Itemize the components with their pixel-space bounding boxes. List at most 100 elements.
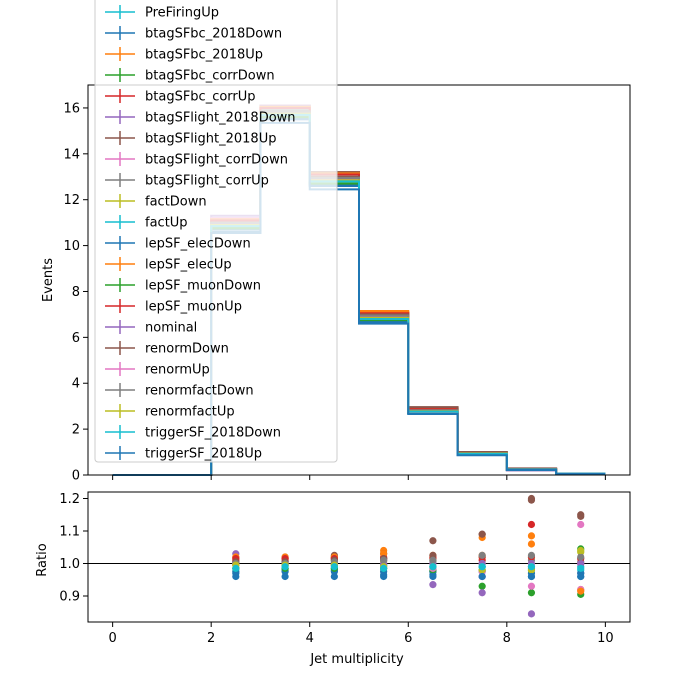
legend-label: PreFiringUp <box>145 6 219 21</box>
legend-label: btagSFlight_corrDown <box>145 153 288 168</box>
ratio-point-btagSFbc_corrDown <box>527 589 536 597</box>
ratio-point-renormUp <box>577 520 585 529</box>
main-y-tick-label: 8 <box>72 285 80 300</box>
legend: PreFiringUp btagSFbc_2018Down btagSFbc_201… <box>94 0 338 463</box>
main-x-ticks <box>112 475 606 480</box>
x-axis-label: Jet multiplicity <box>309 652 404 667</box>
ratio-point-lepSF_elecUp <box>577 587 585 595</box>
legend-label: lepSF_muonUp <box>145 300 242 315</box>
legend-item: btagSFlight_corrUp <box>105 173 269 189</box>
legend-item: lepSF_elecDown <box>105 236 251 252</box>
legend-label: btagSFlight_2018Down <box>145 111 296 126</box>
legend-item: factDown <box>105 194 207 210</box>
legend-item: triggerSF_2018Down <box>105 425 281 441</box>
ratio-x-tick-label: 8 <box>503 631 511 646</box>
ratio-y-tick-label: 0.9 <box>59 590 80 605</box>
legend-label: lepSF_muonDown <box>145 279 261 294</box>
ratio-point-triggerSF_2018Down <box>527 563 536 571</box>
legend-label: renormfactDown <box>145 384 254 399</box>
legend-label: renormDown <box>145 342 229 357</box>
ratio-point-btagSFbc_corrDown <box>478 582 486 590</box>
legend-label: triggerSF_2018Up <box>145 447 262 462</box>
ratio-axes-frame <box>87 491 631 623</box>
main-y-tick-label: 16 <box>63 101 80 116</box>
ratio-point-btagSFbc_corrUp <box>527 520 536 529</box>
ratio-x-tick-label: 4 <box>306 631 314 646</box>
main-y-tick-label: 12 <box>63 193 80 208</box>
ratio-point-triggerSF_2018Down <box>330 563 338 571</box>
legend-item: btagSFlight_2018Up <box>105 131 276 147</box>
legend-label: factDown <box>145 195 207 210</box>
legend-item: renormfactDown <box>105 383 254 399</box>
legend-item: btagSFbc_2018Down <box>105 26 282 42</box>
ratio-point-triggerSF_2018Down <box>281 563 289 571</box>
legend-label: btagSFbc_corrUp <box>145 90 256 105</box>
ratio-point-triggerSF_2018Up <box>232 572 240 581</box>
ratio-points-group <box>232 494 585 618</box>
main-y-tick-label: 4 <box>72 377 80 392</box>
ratio-y-ticks: 0.9 1.0 1.1 1.2 <box>59 492 88 605</box>
ratio-point-lepSF_elecUp <box>527 540 536 548</box>
ratio-y-tick-label: 1.1 <box>59 525 80 540</box>
ratio-point-triggerSF_2018Up <box>527 572 536 581</box>
ratio-point-triggerSF_2018Down <box>577 564 585 572</box>
ratio-point-triggerSF_2018Up <box>577 572 585 581</box>
legend-item: renormDown <box>105 341 229 357</box>
ratio-point-btagSFlight_corrDown <box>527 582 536 590</box>
legend-label: factUp <box>145 216 188 231</box>
ratio-point-renormfactDown <box>527 551 536 559</box>
legend-label: btagSFbc_2018Up <box>145 48 263 63</box>
legend-item: lepSF_elecUp <box>105 257 232 273</box>
ratio-point-btagSFlight_2018Down <box>429 581 437 589</box>
ratio-point-renormfactDown <box>429 556 437 564</box>
ratio-point-triggerSF_2018Up <box>281 572 289 581</box>
main-histogram-panel: 0 2 4 6 8 10 12 14 16 Events PreFiringUp btagSFbc… <box>41 0 631 484</box>
ratio-x-tick-label: 6 <box>404 631 412 646</box>
ratio-point-triggerSF_2018Down <box>478 563 486 571</box>
main-y-axis-label: Events <box>41 258 56 302</box>
ratio-y-tick-label: 1.2 <box>59 492 80 507</box>
ratio-x-tick-label: 0 <box>108 631 116 646</box>
legend-label: renormfactUp <box>145 405 235 420</box>
ratio-x-ticks: 0 2 4 6 8 10 <box>108 622 614 646</box>
legend-item: renormUp <box>105 362 210 378</box>
legend-item: PreFiringUp <box>105 5 219 21</box>
legend-item: btagSFbc_corrDown <box>105 68 275 84</box>
ratio-point-btagSFlight_2018Down <box>527 610 536 618</box>
ratio-point-renormfactUp <box>577 546 585 555</box>
ratio-point-btagSFbc_2018Up <box>527 532 536 540</box>
ratio-point-renormDown <box>527 496 536 504</box>
main-axes-frame <box>87 84 631 476</box>
ratio-y-tick-label: 1.0 <box>59 557 80 572</box>
ratio-point-renormDown <box>478 530 486 538</box>
legend-frame <box>94 0 338 463</box>
main-y-tick-label: 2 <box>72 423 80 438</box>
legend-label: btagSFbc_corrDown <box>145 69 275 84</box>
legend-item: btagSFbc_2018Up <box>105 47 263 63</box>
legend-label: triggerSF_2018Down <box>145 426 281 441</box>
ratio-panel: 0 2 4 6 8 10 0.9 1.0 1.1 1.2 Ratio Jet multiplic… <box>35 491 631 667</box>
ratio-point-btagSFlight_2018Up <box>429 537 437 545</box>
legend-label: nominal <box>145 321 197 336</box>
legend-label: btagSFlight_2018Up <box>145 132 276 147</box>
main-y-tick-label: 10 <box>63 239 80 254</box>
ratio-point-renormfactDown <box>577 553 585 561</box>
legend-label: btagSFlight_corrUp <box>145 174 269 189</box>
ratio-point-btagSFlight_2018Down <box>478 589 486 597</box>
ratio-point-triggerSF_2018Down <box>380 564 388 572</box>
ratio-x-tick-label: 10 <box>597 631 614 646</box>
legend-item: btagSFlight_corrDown <box>105 152 288 168</box>
legend-item: btagSFbc_corrUp <box>105 89 256 105</box>
ratio-point-triggerSF_2018Down <box>429 563 437 571</box>
legend-item: factUp <box>105 215 188 231</box>
ratio-x-tick-label: 2 <box>207 631 215 646</box>
legend-item: nominal <box>105 320 197 336</box>
ratio-point-renormDown <box>577 512 585 520</box>
legend-label: renormUp <box>145 363 210 378</box>
ratio-point-triggerSF_2018Up <box>429 572 437 581</box>
ratio-point-triggerSF_2018Up <box>478 572 486 581</box>
ratio-point-renormfactDown <box>380 556 388 564</box>
legend-label: btagSFbc_2018Down <box>145 27 282 42</box>
ratio-point-triggerSF_2018Up <box>330 572 338 581</box>
